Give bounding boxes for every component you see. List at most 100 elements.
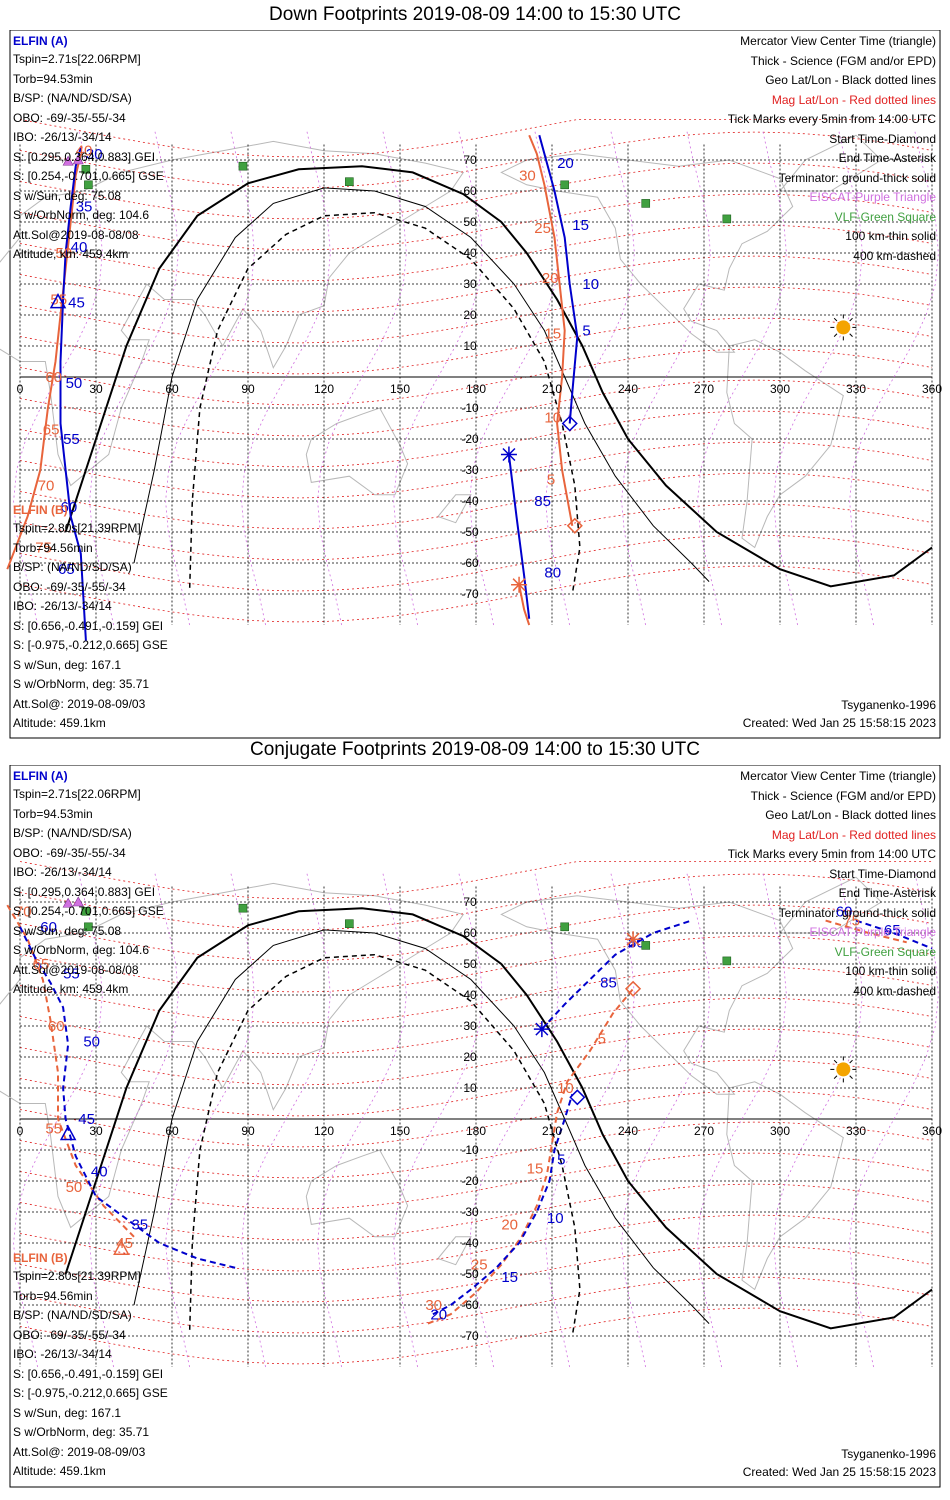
elfin-b-info-down: Tspin=2.80s[21.39RPM] Torb=94.56min B/SP: … (13, 520, 168, 735)
elfin-a-tick-label: 35 (76, 199, 93, 216)
elfin-a-tick-label: 35 (131, 1216, 148, 1233)
lat-tick-label: -60 (461, 1298, 479, 1312)
lon-tick-label: 120 (314, 1124, 334, 1138)
info-line: EISCAT-Purple Triangle (809, 190, 937, 204)
elfin-a-tick-label: 60 (61, 499, 78, 516)
lat-tick-label: -50 (461, 525, 479, 539)
elfin-a-tick-label: 40 (71, 239, 88, 256)
elfin-b-tick-label: 10 (557, 1080, 574, 1097)
continent-outline (437, 494, 472, 524)
info-line: 400 km-dashed (853, 983, 936, 998)
elfin-a-tick-label: 30 (86, 146, 103, 163)
lon-tick-label: 300 (770, 1124, 790, 1138)
elfin-b-end-asterisk (511, 576, 528, 593)
terminator-400km-line (188, 953, 581, 1337)
mag-latitude-line (19, 1059, 933, 1117)
lon-tick-label: 150 (390, 1124, 410, 1138)
lon-tick-label: 360 (922, 382, 942, 396)
lon-tick-label: 90 (241, 1124, 255, 1138)
created-label-down: Created: Wed Jan 25 15:58:15 2023 (742, 716, 936, 730)
elfin-b-start-diamond (625, 980, 642, 997)
info-line: Att.Sol@: 2019-08-09/03 (13, 696, 146, 711)
sun-disc (836, 320, 851, 335)
axis-labels: 0 30 60 90 120 150 180 210 240 270 300 330 360706050… (17, 153, 943, 601)
mag-latitude-line (19, 1183, 933, 1241)
lat-tick-label: -50 (461, 1267, 479, 1281)
lat-tick-label: 20 (463, 308, 477, 322)
eiscat-site-triangle (62, 155, 74, 166)
terminator-lines (64, 907, 933, 1337)
elfin-a-name-down: ELFIN (A) (13, 34, 68, 48)
elfin-b-end-asterisk (625, 931, 642, 948)
lon-tick-label: 120 (314, 382, 334, 396)
elfin-a-track-tail (541, 919, 692, 1030)
elfin-b-tick-label: 70 (15, 903, 32, 920)
info-line: Altitude, km: 459.4km (13, 247, 129, 261)
info-line: VLF-Green Square (834, 944, 936, 959)
info-line: Tspin=2.80s[21.39RPM] (13, 521, 141, 535)
info-line: IBO: -26/13/-34/14 (13, 599, 112, 613)
info-line: 400 km-dashed (853, 248, 936, 263)
info-line: Altitude: 459.1km (13, 716, 106, 730)
continent-outline (305, 1149, 409, 1238)
lat-tick-label: -40 (461, 494, 479, 508)
elfin-b-tick-label: 20 (501, 1216, 518, 1233)
elfin-a-track-tail (507, 454, 531, 619)
elfin-b-tick-label: 5 (598, 1030, 606, 1047)
lon-tick-label: 60 (165, 382, 179, 396)
info-line: S w/OrbNorm, deg: 104.6 (13, 208, 150, 222)
info-line: S w/OrbNorm, deg: 104.6 (13, 943, 150, 957)
sun-ray (849, 317, 853, 322)
lat-tick-label: 40 (463, 988, 477, 1002)
info-line: S w/Sun, deg: 167.1 (13, 1405, 122, 1420)
elfin-b-tick-label: 45 (116, 1235, 133, 1252)
sun-ray (833, 1059, 838, 1064)
elfin-a-tick-label: 5 (582, 323, 590, 340)
elfin-a-tick-label: 50 (83, 1034, 100, 1051)
elfin-a-tick-label: 45 (78, 1111, 95, 1128)
info-line: OBO: -69/-35/-55/-34 (13, 845, 126, 860)
elfin-b-tick-label: 60 (45, 369, 62, 386)
sun-ray (833, 1075, 838, 1079)
elfin-a-tick-label: 10 (582, 276, 599, 293)
terminator-100km-line (133, 187, 710, 582)
terminator-ground-line (64, 907, 933, 1330)
lat-tick-label: 70 (463, 895, 477, 909)
info-line: S w/Sun, deg: 75.08 (13, 188, 122, 203)
mag-latitude-line (19, 935, 933, 993)
elfin-a-tick-label: 80 (544, 564, 561, 581)
lat-tick-label: 60 (463, 184, 477, 198)
eiscat-site-triangle (72, 154, 84, 165)
lat-tick-label: -10 (461, 1143, 479, 1157)
info-line: 100 km-thin solid (845, 964, 936, 978)
geo-grid-lines (19, 144, 933, 625)
elfin-b-info-conj: Tspin=2.80s[21.39RPM] Torb=94.56min B/SP: … (13, 1268, 168, 1483)
vlf-site-square (81, 907, 91, 916)
sun-icon (830, 314, 857, 341)
elfin-b-name-conj: ELFIN (B) (13, 1251, 68, 1265)
info-line: IBO: -26/13/-34/14 (13, 865, 112, 879)
sun-ray (849, 1075, 853, 1079)
lat-tick-label: -70 (461, 1329, 479, 1343)
lon-tick-label: 30 (89, 382, 103, 396)
info-line: End Time-Asterisk (838, 886, 936, 900)
elfin-b-tick-label: 15 (527, 1161, 544, 1178)
elfin-a-end-asterisk (533, 1021, 550, 1038)
info-line: S: [-0.975,-0.212,0.665] GSE (13, 638, 168, 652)
info-line: Geo Lat/Lon - Black dotted lines (765, 73, 936, 87)
elfin-b-tick-label: 60 (48, 1018, 65, 1035)
lat-tick-label: 30 (463, 277, 477, 291)
elfin-b-tick-label: 50 (55, 245, 72, 262)
info-line: IBO: -26/13/-34/14 (13, 130, 112, 144)
info-line: Torb=94.53min (13, 71, 93, 86)
elfin-a-tick-label: 20 (430, 1306, 447, 1323)
elfin-a-track (59, 147, 87, 641)
info-line: Torb=94.56min (13, 540, 93, 555)
info-line: Torb=94.53min (13, 806, 93, 821)
elfin-a-name-conj: ELFIN (A) (13, 769, 68, 783)
elfin-b-tick-label: 30 (519, 168, 536, 185)
lon-tick-label: 30 (89, 1124, 103, 1138)
vlf-site-square (84, 180, 93, 190)
elfin-b-tick-label: 40 (76, 143, 93, 160)
vlf-site-square (722, 956, 732, 966)
